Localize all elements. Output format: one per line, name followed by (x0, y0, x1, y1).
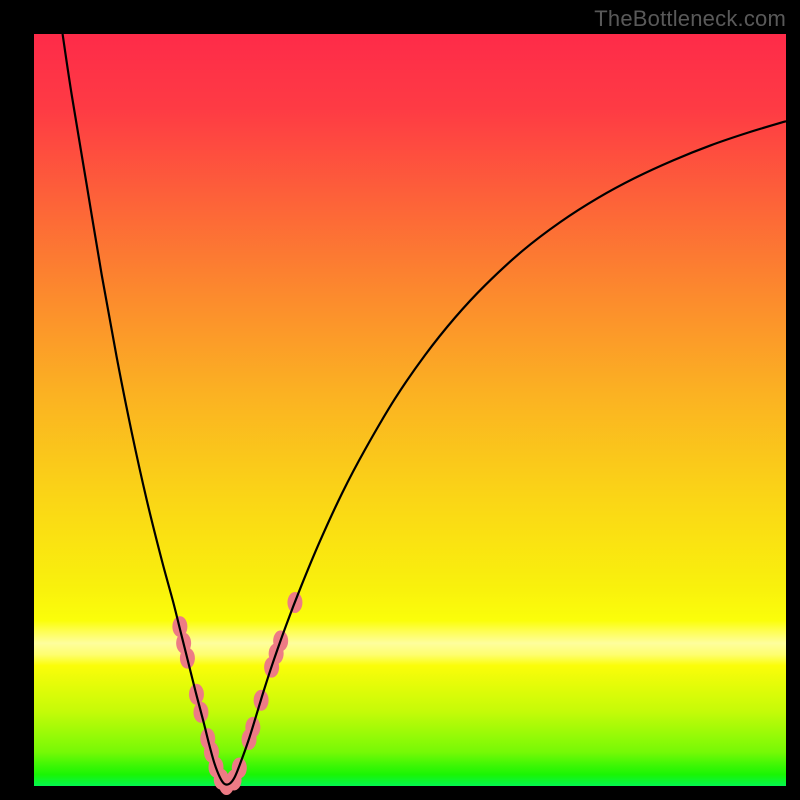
plot-background (34, 34, 786, 786)
chart-container: TheBottleneck.com (0, 0, 800, 800)
watermark-text: TheBottleneck.com (594, 6, 786, 32)
bottleneck-chart (0, 0, 800, 800)
